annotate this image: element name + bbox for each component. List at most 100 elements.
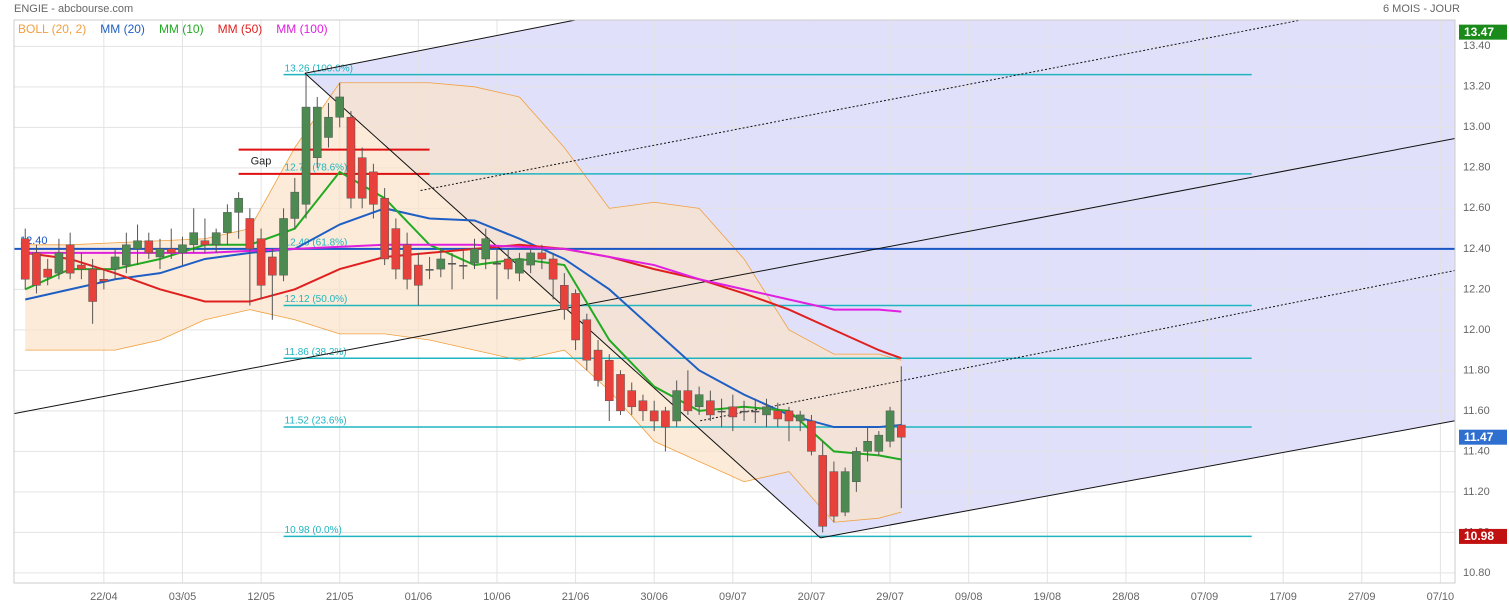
x-tick-label: 20/07 xyxy=(798,591,826,603)
candle-body xyxy=(571,293,580,341)
candle-body xyxy=(548,258,558,280)
candle-body xyxy=(425,269,434,271)
gap-label: Gap xyxy=(251,156,272,168)
candle-body xyxy=(256,238,266,286)
fib-label: 10.98 (0.0%) xyxy=(285,525,342,536)
candle-body xyxy=(627,390,637,408)
x-tick-label: 03/05 xyxy=(169,591,197,603)
price-badge-label: 13.47 xyxy=(1464,25,1494,39)
candle-body xyxy=(481,238,491,260)
candle-body xyxy=(773,410,783,420)
candle-body xyxy=(200,240,210,246)
candle-body xyxy=(649,410,659,422)
candle-body xyxy=(211,232,221,246)
price-badge xyxy=(1459,429,1507,445)
candle-body xyxy=(840,471,850,513)
moving-average xyxy=(25,243,902,313)
price-badge-label: 10.98 xyxy=(1464,529,1494,543)
trend-line xyxy=(304,20,576,74)
x-tick-label: 21/06 xyxy=(562,591,590,603)
candle-body xyxy=(32,252,41,286)
candle-body xyxy=(740,410,749,413)
candle-body xyxy=(447,263,457,265)
candle-body xyxy=(874,434,884,452)
x-tick-label: 21/05 xyxy=(326,591,354,603)
y-tick-label: 11.60 xyxy=(1463,405,1490,417)
candle-body xyxy=(807,420,816,452)
fib-label: 11.52 (23.6%) xyxy=(285,416,347,427)
candle-body xyxy=(357,157,367,199)
price-badge-label: 11.47 xyxy=(1464,430,1494,444)
legend-entry: BOLL (20, 2) xyxy=(18,22,86,36)
y-tick-label: 11.80 xyxy=(1463,364,1490,376)
candle-body xyxy=(818,455,827,527)
price-badge xyxy=(1459,528,1507,544)
trend-line xyxy=(420,20,1301,192)
candle-body xyxy=(99,278,109,282)
x-tick-label: 01/06 xyxy=(405,591,433,603)
candle-body xyxy=(582,319,592,361)
x-tick-label: 28/08 xyxy=(1112,591,1140,603)
candle-body xyxy=(155,248,165,258)
x-tick-label: 10/06 xyxy=(483,591,511,603)
candle-body xyxy=(863,440,872,452)
candle-body xyxy=(683,390,693,412)
trend-line xyxy=(700,270,1455,422)
candle-body xyxy=(829,471,839,517)
candle-body xyxy=(593,349,603,381)
y-tick-label: 13.00 xyxy=(1463,121,1491,133)
y-tick-label: 10.80 xyxy=(1463,567,1491,579)
candle-body xyxy=(795,414,805,422)
candle-body xyxy=(245,218,255,250)
candle-body xyxy=(436,258,446,270)
candle-body xyxy=(380,197,389,260)
fib-label: 12.12 (50.0%) xyxy=(285,294,348,305)
legend-entry: MM (10) xyxy=(159,22,204,36)
x-tick-label: 27/09 xyxy=(1348,591,1376,603)
y-tick-label: 12.60 xyxy=(1463,202,1491,214)
candle-body xyxy=(751,410,760,413)
moving-average xyxy=(25,207,902,429)
pitchfork-area xyxy=(304,20,1455,538)
candle-body xyxy=(492,263,501,265)
candle-body xyxy=(234,197,243,213)
candle-body xyxy=(728,406,738,418)
candle-body xyxy=(402,244,412,280)
y-tick-label: 13.40 xyxy=(1463,40,1491,52)
candle-body xyxy=(65,244,75,274)
y-tick-label: 11.20 xyxy=(1463,486,1490,498)
candle-body xyxy=(762,406,771,416)
candle-body xyxy=(526,252,535,266)
axes: 10.8011.0011.2011.4011.6011.8012.0012.20… xyxy=(13,19,1507,603)
candle-body xyxy=(706,400,715,416)
candle-body xyxy=(88,268,97,302)
y-tick-label: 13.20 xyxy=(1463,81,1491,93)
candle-body xyxy=(178,244,187,254)
fib-label: 13.26 (100.0%) xyxy=(285,63,353,74)
x-tick-label: 09/07 xyxy=(719,591,747,603)
candle-body xyxy=(604,359,614,401)
price-badge xyxy=(1459,24,1507,40)
candle-body xyxy=(279,218,288,276)
candle-body xyxy=(268,256,277,276)
candle-body xyxy=(335,96,345,118)
candle-body xyxy=(346,116,356,199)
candle-body xyxy=(560,285,569,310)
candle-body xyxy=(77,264,86,270)
candle-body xyxy=(110,256,120,270)
x-tick-label: 30/06 xyxy=(640,591,668,603)
candle-body xyxy=(459,265,468,267)
fib-label: 12.77 (78.6%) xyxy=(285,163,348,174)
y-tick-label: 12.00 xyxy=(1463,324,1491,336)
x-tick-label: 07/10 xyxy=(1427,591,1455,603)
candle-body xyxy=(133,240,142,250)
fib-label: 12.40 (61.8%) xyxy=(285,237,348,248)
candle-body xyxy=(503,258,513,270)
plot-frame xyxy=(13,19,1456,584)
candle-body xyxy=(515,258,524,274)
candle-body xyxy=(223,212,232,233)
candle-body xyxy=(852,451,861,482)
plot-area: 13.26 (100.0%) 12.77 (78.6%) 12.40 (61.8%)… xyxy=(14,20,1455,583)
candle-body xyxy=(43,268,52,278)
x-tick-label: 09/08 xyxy=(955,591,983,603)
